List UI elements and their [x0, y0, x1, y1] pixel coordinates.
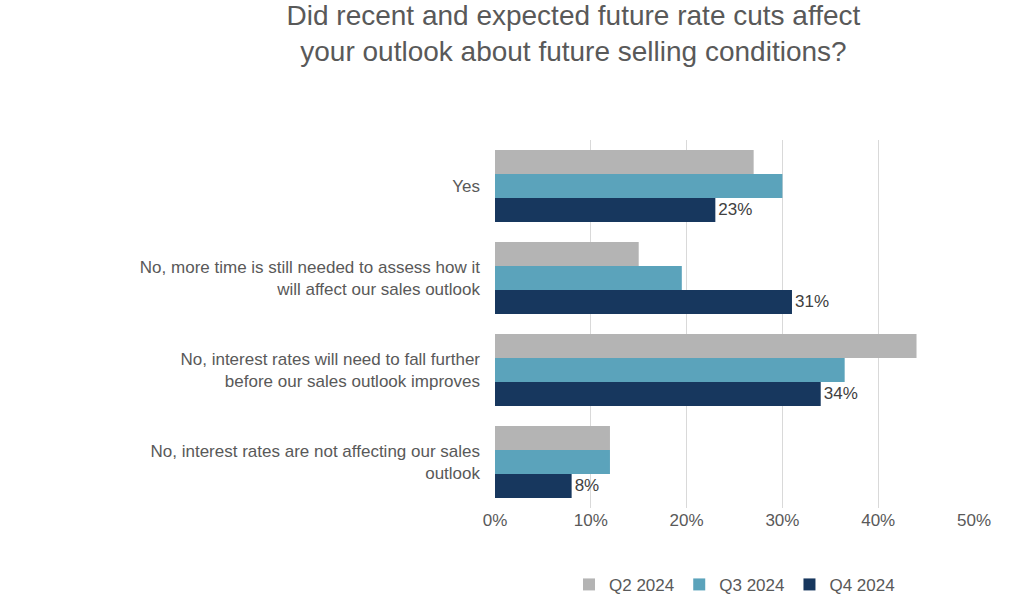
svg-text:31%: 31% [795, 292, 829, 311]
svg-text:Q4 2024: Q4 2024 [829, 576, 894, 595]
svg-text:8%: 8% [575, 476, 600, 495]
svg-text:No, interest rates are not aff: No, interest rates are not affecting our… [151, 442, 481, 483]
svg-text:30%: 30% [765, 511, 799, 530]
svg-text:20%: 20% [670, 511, 704, 530]
svg-text:Yes: Yes [452, 177, 480, 196]
svg-text:34%: 34% [824, 384, 858, 403]
svg-text:10%: 10% [574, 511, 608, 530]
svg-text:Did recent and expected future: Did recent and expected future rate cuts… [287, 0, 861, 67]
svg-text:50%: 50% [957, 511, 991, 530]
svg-text:0%: 0% [483, 511, 508, 530]
svg-text:No, interest rates will need t: No, interest rates will need to fall fur… [180, 350, 480, 391]
svg-text:Q3 2024: Q3 2024 [719, 576, 784, 595]
svg-text:No, more time is still needed: No, more time is still needed to assess … [140, 258, 481, 299]
svg-text:Q2 2024: Q2 2024 [609, 576, 674, 595]
svg-text:40%: 40% [861, 511, 895, 530]
svg-text:23%: 23% [718, 200, 752, 219]
